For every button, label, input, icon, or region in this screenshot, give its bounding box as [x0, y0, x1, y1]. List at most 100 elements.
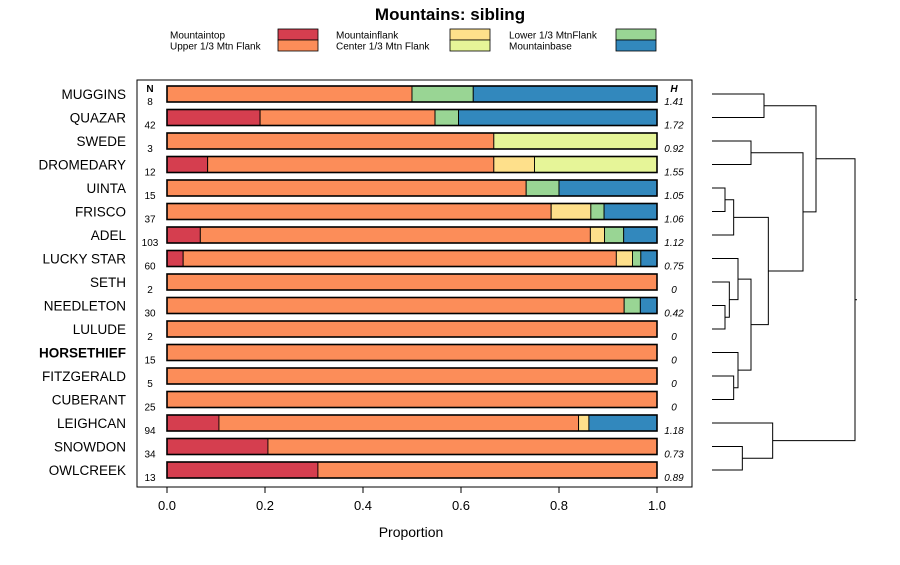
- bar-segment-mountainflank: [589, 226, 606, 244]
- n-column-header: N: [146, 84, 153, 95]
- row-seth: SETH 2 0: [90, 273, 677, 296]
- bar-segment-mountaintop: [166, 438, 269, 455]
- row-label: SWEDE: [76, 134, 126, 149]
- dendrogram-branch: [712, 93, 765, 118]
- x-tick-label: 0.2: [256, 498, 274, 513]
- bar-segment-mountaintop: [166, 414, 220, 432]
- bar-segment-lower-1-3-mtnflank: [632, 250, 642, 267]
- bar-segment-upper-1-3-mtn-flank: [166, 132, 495, 150]
- x-tick-label: 0.6: [452, 498, 470, 513]
- bar-segment-upper-1-3-mtn-flank: [166, 85, 413, 103]
- n-value: 15: [144, 356, 156, 367]
- dendrogram-branch: [712, 187, 726, 212]
- n-value: 30: [144, 309, 156, 320]
- bar-segment-upper-1-3-mtn-flank: [182, 250, 617, 267]
- h-column-header: H: [670, 84, 678, 95]
- bar-segment-lower-1-3-mtnflank: [411, 85, 474, 103]
- h-value: 0.75: [664, 262, 684, 273]
- h-value: 0: [671, 403, 677, 414]
- row-label: FITZGERALD: [42, 369, 126, 384]
- bar-segment-upper-1-3-mtn-flank: [267, 438, 658, 455]
- n-value: 34: [144, 450, 156, 461]
- bar-segment-upper-1-3-mtn-flank: [207, 156, 495, 173]
- x-tick-label: 0.8: [550, 498, 568, 513]
- bar-outline: [166, 226, 658, 244]
- h-value: 0.73: [664, 450, 684, 461]
- x-axis: 0.0 0.2 0.4 0.6 0.8 1.0: [158, 487, 666, 513]
- dendrogram-branch: [712, 446, 743, 471]
- bar-segment-upper-1-3-mtn-flank: [166, 297, 625, 314]
- row-label: MUGGINS: [61, 87, 126, 102]
- bar-outline: [166, 437, 658, 456]
- n-value: 2: [147, 332, 153, 343]
- row-muggins: MUGGINS 8 1.41: [61, 85, 684, 108]
- n-value: 37: [144, 215, 156, 226]
- dendrogram-branch: [712, 199, 735, 236]
- bar-segment-upper-1-3-mtn-flank: [166, 344, 658, 361]
- bar-outline: [166, 108, 658, 127]
- dendrogram-branch: [712, 305, 726, 330]
- bar-segment-mountainbase: [639, 297, 658, 314]
- bar-segment-mountaintop: [166, 461, 319, 479]
- bar-segment-mountaintop: [166, 226, 201, 244]
- legend-swatch-lower-1-3-mtnflank: [615, 28, 657, 41]
- n-value: 8: [147, 97, 153, 108]
- n-value: 13: [144, 473, 156, 484]
- dendrogram-branch: [733, 216, 769, 326]
- row-label: OWLCREEK: [49, 463, 126, 478]
- x-tick-label: 1.0: [648, 498, 666, 513]
- bar-outline: [166, 155, 658, 174]
- dendrogram-branch: [712, 281, 730, 318]
- legend-label-mountainflank: Mountainflank: [336, 31, 399, 42]
- chart-title: Mountains: sibling: [375, 5, 525, 24]
- row-quazar: QUAZAR 42 1.72: [70, 108, 684, 132]
- row-label: LEIGHCAN: [57, 416, 126, 431]
- bar-segment-mountainflank: [550, 203, 592, 220]
- dendrogram-branch: [712, 140, 752, 165]
- bar-segment-mountaintop: [166, 250, 184, 267]
- legend-swatch-mountainflank: [449, 28, 491, 41]
- x-axis-title: Proportion: [379, 524, 444, 540]
- row-lucky-star: LUCKY STAR 60 0.75: [42, 249, 684, 273]
- row-label: QUAZAR: [70, 111, 127, 126]
- bar-segment-upper-1-3-mtn-flank: [218, 414, 580, 432]
- bar-segment-mountainbase: [588, 414, 658, 432]
- plot-frame: [136, 79, 693, 488]
- bar-segment-upper-1-3-mtn-flank: [259, 109, 436, 126]
- bar-segment-upper-1-3-mtn-flank: [166, 203, 552, 220]
- row-frisco: FRISCO 37 1.06: [75, 202, 684, 226]
- row-horsethief: HORSETHIEF 15 0: [39, 343, 677, 367]
- n-value: 25: [144, 403, 156, 414]
- bar-segment-upper-1-3-mtn-flank: [166, 391, 658, 408]
- row-label: SNOWDON: [54, 440, 126, 455]
- row-label: CUBERANT: [52, 393, 126, 408]
- bar-segment-mountaintop: [166, 156, 209, 173]
- bar-segment-upper-1-3-mtn-flank: [166, 179, 527, 197]
- bar-segment-upper-1-3-mtn-flank: [166, 367, 658, 385]
- bar-outline: [166, 367, 658, 385]
- bar-segment-mountainflank: [578, 414, 590, 432]
- bar-outline: [166, 85, 658, 103]
- legend-swatch-mountainbase: [615, 39, 657, 52]
- h-value: 1.72: [664, 121, 684, 132]
- n-value: 42: [144, 121, 156, 132]
- n-value: 15: [144, 191, 156, 202]
- h-value: 1.12: [664, 238, 684, 249]
- dendrogram-branch: [738, 278, 752, 371]
- dendrogram-branch: [772, 158, 856, 442]
- row-snowdon: SNOWDON 34 0.73: [54, 437, 684, 461]
- bar-segment-mountainbase: [603, 203, 658, 220]
- row-leighcan: LEIGHCAN 94 1.18: [57, 414, 684, 437]
- h-value: 1.05: [664, 191, 684, 202]
- legend-swatch-mountaintop: [277, 28, 319, 41]
- row-label: ADEL: [91, 228, 127, 243]
- row-cuberant: CUBERANT 25 0: [52, 390, 677, 414]
- row-label: DROMEDARY: [38, 158, 126, 173]
- row-owlcreek: OWLCREEK 13 0.89: [49, 461, 684, 484]
- legend-label-mountainbase: Mountainbase: [509, 42, 572, 53]
- dendrogram-branch: [712, 258, 739, 301]
- h-value: 0.89: [664, 473, 684, 484]
- bar-segment-lower-1-3-mtnflank: [525, 179, 560, 197]
